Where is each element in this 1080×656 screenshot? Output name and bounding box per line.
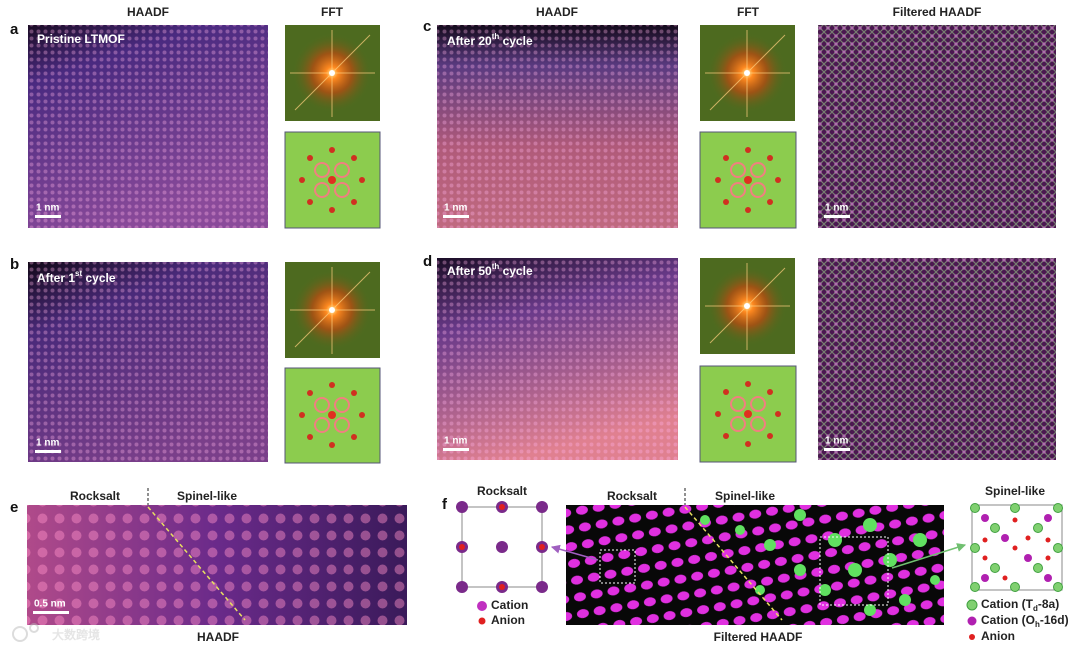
boundary-line bbox=[147, 506, 246, 621]
fft-schematic bbox=[699, 365, 797, 463]
legend-sub: h bbox=[1035, 620, 1040, 629]
region-label: Rocksalt bbox=[70, 489, 120, 503]
panel-letter: a bbox=[10, 21, 19, 38]
fft-image bbox=[284, 261, 381, 359]
fft-schematic bbox=[699, 131, 797, 229]
watermark-text: 大数跨境 bbox=[52, 627, 100, 642]
fft-image bbox=[699, 257, 796, 355]
caption: Filtered HAADF bbox=[714, 630, 803, 644]
scale-bar-label: 1 nm bbox=[36, 438, 59, 449]
label-text: After 20 bbox=[447, 34, 492, 48]
region-label: Spinel-like bbox=[177, 489, 237, 503]
legend-label: Cation (Td-8a) bbox=[981, 597, 1059, 613]
column-header: Filtered HAADF bbox=[893, 5, 982, 19]
legend-swatch bbox=[967, 616, 977, 626]
legend-text: Cation (O bbox=[981, 613, 1035, 627]
fft-schematic bbox=[284, 367, 381, 464]
fft-image bbox=[284, 24, 381, 122]
panel-letter: c bbox=[423, 18, 431, 35]
legend-swatch bbox=[966, 599, 978, 611]
label-text: After 50 bbox=[447, 264, 492, 278]
legend-tail: -16d) bbox=[1040, 613, 1069, 627]
column-header: HAADF bbox=[127, 5, 169, 19]
label-tail: cycle bbox=[82, 271, 116, 285]
region-box bbox=[599, 549, 636, 584]
fft-schematic bbox=[284, 131, 381, 229]
scale-bar-label: 1 nm bbox=[825, 203, 848, 214]
region-label: Spinel-like bbox=[715, 489, 775, 503]
boundary-line bbox=[684, 506, 783, 621]
label-sup: th bbox=[492, 32, 500, 41]
label-text: After 1 bbox=[37, 271, 75, 285]
region-label: Rocksalt bbox=[607, 489, 657, 503]
legend-text: Cation (T bbox=[981, 597, 1034, 611]
panel-letter: e bbox=[10, 499, 18, 516]
scale-bar bbox=[443, 215, 469, 218]
arrow bbox=[891, 543, 967, 569]
panel-label: Pristine LTMOF bbox=[37, 32, 125, 46]
scale-bar-label: 0.5 nm bbox=[34, 599, 66, 610]
legend-swatch bbox=[477, 601, 487, 611]
haadf-image bbox=[27, 505, 407, 625]
panel-label: After 20th cycle bbox=[447, 32, 533, 48]
panel-letter: b bbox=[10, 256, 19, 273]
spinel-model bbox=[970, 503, 1063, 592]
label-sup: st bbox=[75, 269, 82, 278]
filtered-image bbox=[566, 505, 944, 625]
panel-label: After 1st cycle bbox=[37, 269, 116, 285]
filtered-image bbox=[818, 25, 1056, 228]
legend-label: Cation (Oh-16d) bbox=[981, 613, 1069, 629]
rocksalt-model bbox=[456, 501, 548, 593]
legend-label: Anion bbox=[981, 629, 1015, 643]
scale-bar-label: 1 nm bbox=[825, 436, 848, 447]
scale-bar bbox=[824, 215, 850, 218]
scale-bar bbox=[443, 448, 469, 451]
label-sup: th bbox=[492, 262, 500, 271]
scale-bar-label: 1 nm bbox=[36, 203, 59, 214]
arrow bbox=[550, 544, 599, 561]
region-box bbox=[819, 536, 889, 606]
watermark: 大数跨境 bbox=[12, 623, 100, 642]
column-header: FFT bbox=[737, 5, 760, 19]
panel-letter: d bbox=[423, 253, 432, 270]
legend-label: Cation bbox=[491, 598, 528, 612]
haadf-image bbox=[28, 262, 268, 462]
scale-bar-label: 1 nm bbox=[444, 436, 467, 447]
scale-bar bbox=[35, 450, 61, 453]
legend-sub: d bbox=[1033, 604, 1038, 613]
panel-letter: f bbox=[442, 496, 448, 513]
legend-label: Anion bbox=[491, 613, 525, 627]
caption: HAADF bbox=[197, 630, 239, 644]
panel-label: After 50th cycle bbox=[447, 262, 533, 278]
haadf-image bbox=[437, 25, 678, 228]
legend-swatch bbox=[969, 634, 975, 640]
filtered-image bbox=[818, 258, 1056, 460]
fft-image bbox=[699, 24, 796, 122]
column-header: HAADF bbox=[536, 5, 578, 19]
scale-bar-label: 1 nm bbox=[444, 203, 467, 214]
model-title: Rocksalt bbox=[477, 484, 527, 498]
haadf-image bbox=[437, 258, 678, 460]
label-tail: cycle bbox=[499, 264, 533, 278]
scale-bar bbox=[33, 611, 69, 614]
legend-swatch bbox=[478, 617, 486, 625]
scale-bar bbox=[824, 448, 850, 451]
column-header: FFT bbox=[321, 5, 344, 19]
legend-tail: -8a) bbox=[1038, 597, 1059, 611]
scale-bar bbox=[35, 215, 61, 218]
model-title: Spinel-like bbox=[985, 484, 1045, 498]
label-tail: cycle bbox=[499, 34, 533, 48]
haadf-image bbox=[28, 25, 268, 228]
